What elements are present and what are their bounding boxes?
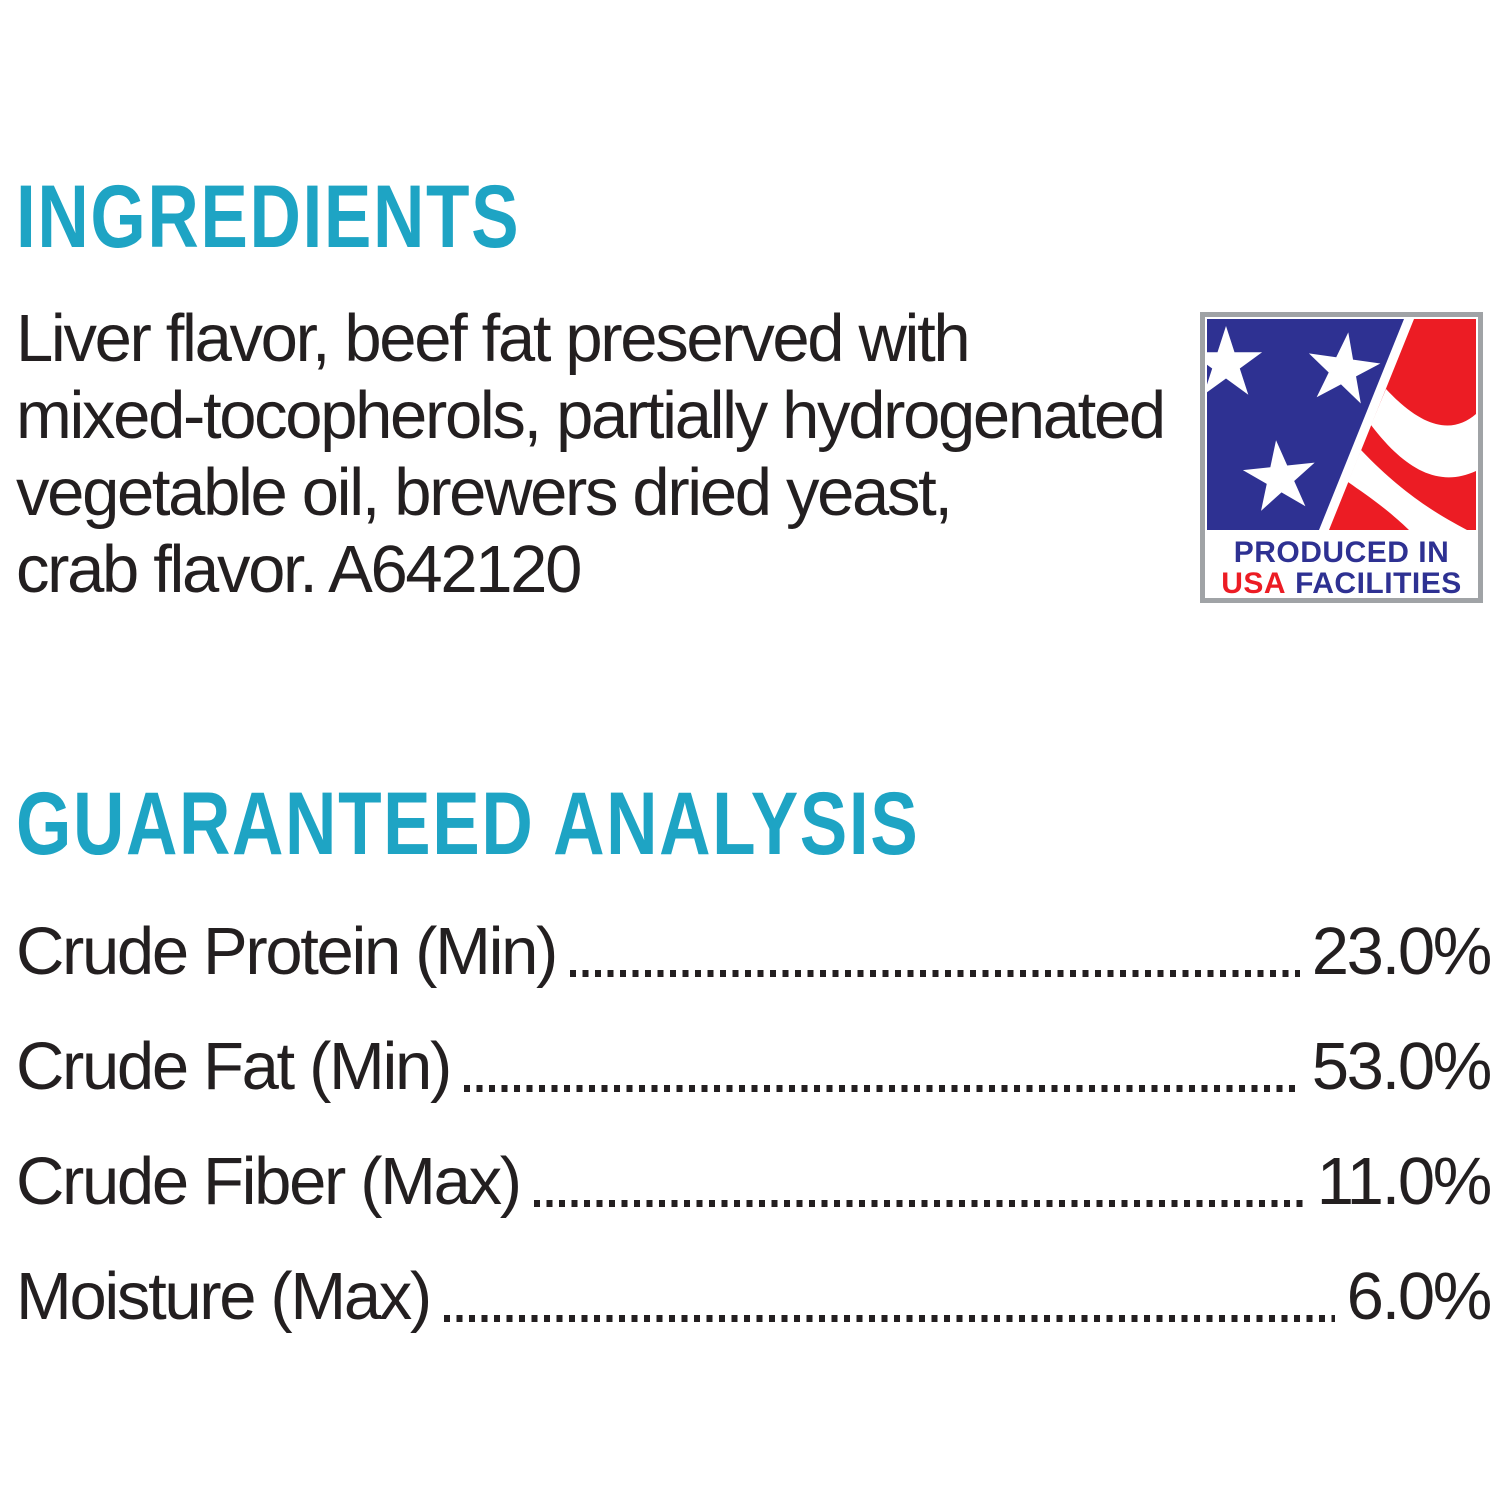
dot-leader (443, 1315, 1335, 1322)
guaranteed-analysis-heading: GUARANTEED ANALYSIS (16, 773, 920, 873)
analysis-row-crude-fat: Crude Fat (Min) 53.0% (16, 1027, 1493, 1107)
ingredients-line: Liver flavor, beef fat preserved with (16, 301, 971, 376)
ingredients-text: Liver flavor, beef fat preserved with mi… (16, 300, 1166, 608)
badge-usa-facilities-text: USA FACILITIES (1221, 567, 1462, 600)
analysis-label: Crude Fat (Min) (16, 1029, 452, 1104)
ingredients-line: vegetable oil, brewers dried yeast, (16, 455, 953, 530)
analysis-row-crude-fiber: Crude Fiber (Max) 11.0% (16, 1142, 1493, 1222)
analysis-label: Crude Protein (Min) (16, 914, 558, 989)
dot-leader (570, 970, 1300, 977)
ingredients-heading: INGREDIENTS (16, 166, 521, 266)
badge-usa-text: USA (1221, 567, 1286, 600)
guaranteed-analysis-table: Crude Protein (Min) 23.0% Crude Fat (Min… (16, 912, 1493, 1372)
analysis-value: 11.0% (1316, 1144, 1493, 1219)
analysis-value: 53.0% (1311, 1029, 1493, 1104)
usa-flag-icon: PRODUCED IN USA FACILITIES (1200, 312, 1483, 603)
analysis-row-crude-protein: Crude Protein (Min) 23.0% (16, 912, 1493, 992)
analysis-label: Moisture (Max) (16, 1259, 432, 1334)
badge-facilities-text: FACILITIES (1295, 567, 1462, 600)
dot-leader (533, 1200, 1305, 1207)
ingredients-line: mixed-tocopherols, partially hydrogenate… (16, 378, 1166, 453)
dot-leader (463, 1085, 1300, 1092)
analysis-value: 23.0% (1311, 914, 1493, 989)
ingredients-line: crab flavor. A642120 (16, 532, 582, 607)
analysis-row-moisture: Moisture (Max) 6.0% (16, 1257, 1493, 1337)
badge-produced-in-text: PRODUCED IN (1234, 536, 1450, 569)
analysis-label: Crude Fiber (Max) (16, 1144, 522, 1219)
analysis-value: 6.0% (1346, 1259, 1493, 1334)
